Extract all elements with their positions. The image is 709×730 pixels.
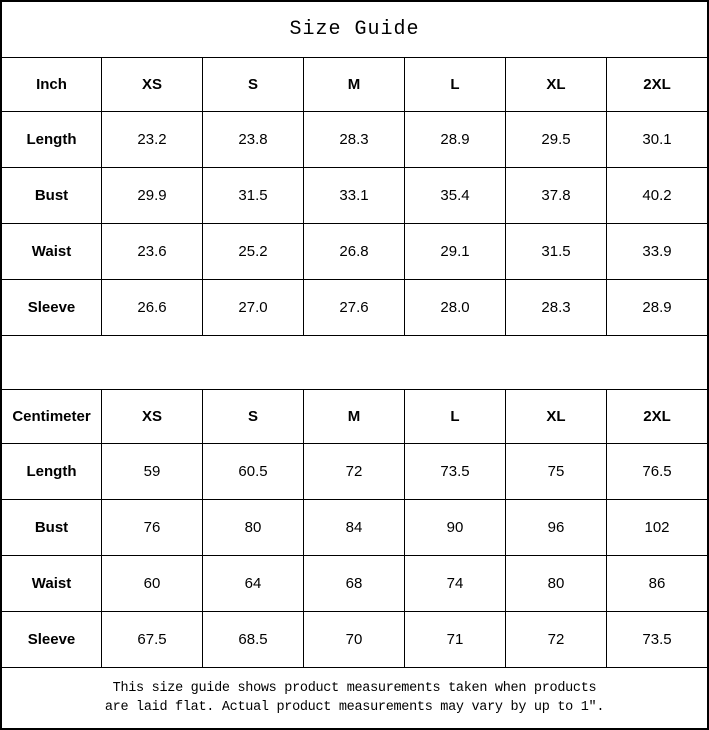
row-label: Length <box>2 112 102 167</box>
inch-waist-row: Waist 23.6 25.2 26.8 29.1 31.5 33.9 <box>2 224 707 280</box>
size-value: 74 <box>405 556 506 611</box>
size-guide-title: Size Guide <box>2 2 707 58</box>
size-value: 80 <box>506 556 607 611</box>
cm-header-s: S <box>203 390 304 443</box>
size-guide-disclaimer: This size guide shows product measuremen… <box>2 668 707 728</box>
size-value: 28.3 <box>506 280 607 335</box>
row-label: Sleeve <box>2 612 102 667</box>
inch-unit-header: Inch <box>2 58 102 111</box>
size-value: 72 <box>304 444 405 499</box>
cm-header-l: L <box>405 390 506 443</box>
size-value: 37.8 <box>506 168 607 223</box>
size-value: 60.5 <box>203 444 304 499</box>
cm-header-m: M <box>304 390 405 443</box>
size-value: 68 <box>304 556 405 611</box>
cm-length-row: Length 59 60.5 72 73.5 75 76.5 <box>2 444 707 500</box>
size-value: 28.3 <box>304 112 405 167</box>
row-label: Sleeve <box>2 280 102 335</box>
cm-bust-row: Bust 76 80 84 90 96 102 <box>2 500 707 556</box>
inch-header-2xl: 2XL <box>643 76 671 93</box>
size-value: 26.8 <box>304 224 405 279</box>
size-value: 31.5 <box>203 168 304 223</box>
size-value: 102 <box>644 519 670 536</box>
size-value: 64 <box>203 556 304 611</box>
size-value: 26.6 <box>102 280 203 335</box>
row-label: Length <box>2 444 102 499</box>
size-value: 80 <box>203 500 304 555</box>
inch-header-s: S <box>203 58 304 111</box>
size-value: 40.2 <box>642 187 672 204</box>
size-value: 68.5 <box>203 612 304 667</box>
size-value: 33.9 <box>642 243 672 260</box>
row-label: Waist <box>2 224 102 279</box>
inch-header-row: Inch XS S M L XL 2XL <box>2 58 707 112</box>
inch-header-xs: XS <box>102 58 203 111</box>
size-value: 75 <box>506 444 607 499</box>
size-value: 71 <box>405 612 506 667</box>
size-value: 90 <box>405 500 506 555</box>
cm-header-2xl: 2XL <box>643 408 671 425</box>
size-value: 60 <box>102 556 203 611</box>
size-value: 67.5 <box>102 612 203 667</box>
row-label: Bust <box>2 500 102 555</box>
cm-header-xl: XL <box>506 390 607 443</box>
size-value: 28.0 <box>405 280 506 335</box>
size-value: 73.5 <box>642 631 672 648</box>
size-value: 25.2 <box>203 224 304 279</box>
size-value: 84 <box>304 500 405 555</box>
row-label: Waist <box>2 556 102 611</box>
size-value: 86 <box>648 575 666 592</box>
size-value: 96 <box>506 500 607 555</box>
size-value: 28.9 <box>642 299 672 316</box>
size-value: 28.9 <box>405 112 506 167</box>
size-value: 23.8 <box>203 112 304 167</box>
inch-length-row: Length 23.2 23.8 28.3 28.9 29.5 30.1 <box>2 112 707 168</box>
size-value: 30.1 <box>642 131 672 148</box>
size-value: 27.0 <box>203 280 304 335</box>
size-value: 23.2 <box>102 112 203 167</box>
cm-unit-header: Centimeter <box>2 390 102 443</box>
size-value: 35.4 <box>405 168 506 223</box>
size-value: 29.5 <box>506 112 607 167</box>
table-spacer <box>2 336 707 390</box>
size-value: 29.1 <box>405 224 506 279</box>
size-value: 29.9 <box>102 168 203 223</box>
inch-header-l: L <box>405 58 506 111</box>
inch-sleeve-row: Sleeve 26.6 27.0 27.6 28.0 28.3 28.9 <box>2 280 707 336</box>
disclaimer-line-2: are laid flat. Actual product measuremen… <box>104 700 605 715</box>
size-value: 59 <box>102 444 203 499</box>
inch-header-xl: XL <box>506 58 607 111</box>
cm-sleeve-row: Sleeve 67.5 68.5 70 71 72 73.5 <box>2 612 707 668</box>
disclaimer-line-1: This size guide shows product measuremen… <box>112 681 597 696</box>
row-label: Bust <box>2 168 102 223</box>
size-value: 70 <box>304 612 405 667</box>
inch-bust-row: Bust 29.9 31.5 33.1 35.4 37.8 40.2 <box>2 168 707 224</box>
size-value: 23.6 <box>102 224 203 279</box>
size-value: 76.5 <box>642 463 672 480</box>
size-value: 76 <box>102 500 203 555</box>
size-value: 73.5 <box>405 444 506 499</box>
size-value: 33.1 <box>304 168 405 223</box>
cm-header-xs: XS <box>102 390 203 443</box>
inch-header-m: M <box>304 58 405 111</box>
size-value: 31.5 <box>506 224 607 279</box>
size-value: 72 <box>506 612 607 667</box>
size-value: 27.6 <box>304 280 405 335</box>
cm-header-row: Centimeter XS S M L XL 2XL <box>2 390 707 444</box>
cm-waist-row: Waist 60 64 68 74 80 86 <box>2 556 707 612</box>
